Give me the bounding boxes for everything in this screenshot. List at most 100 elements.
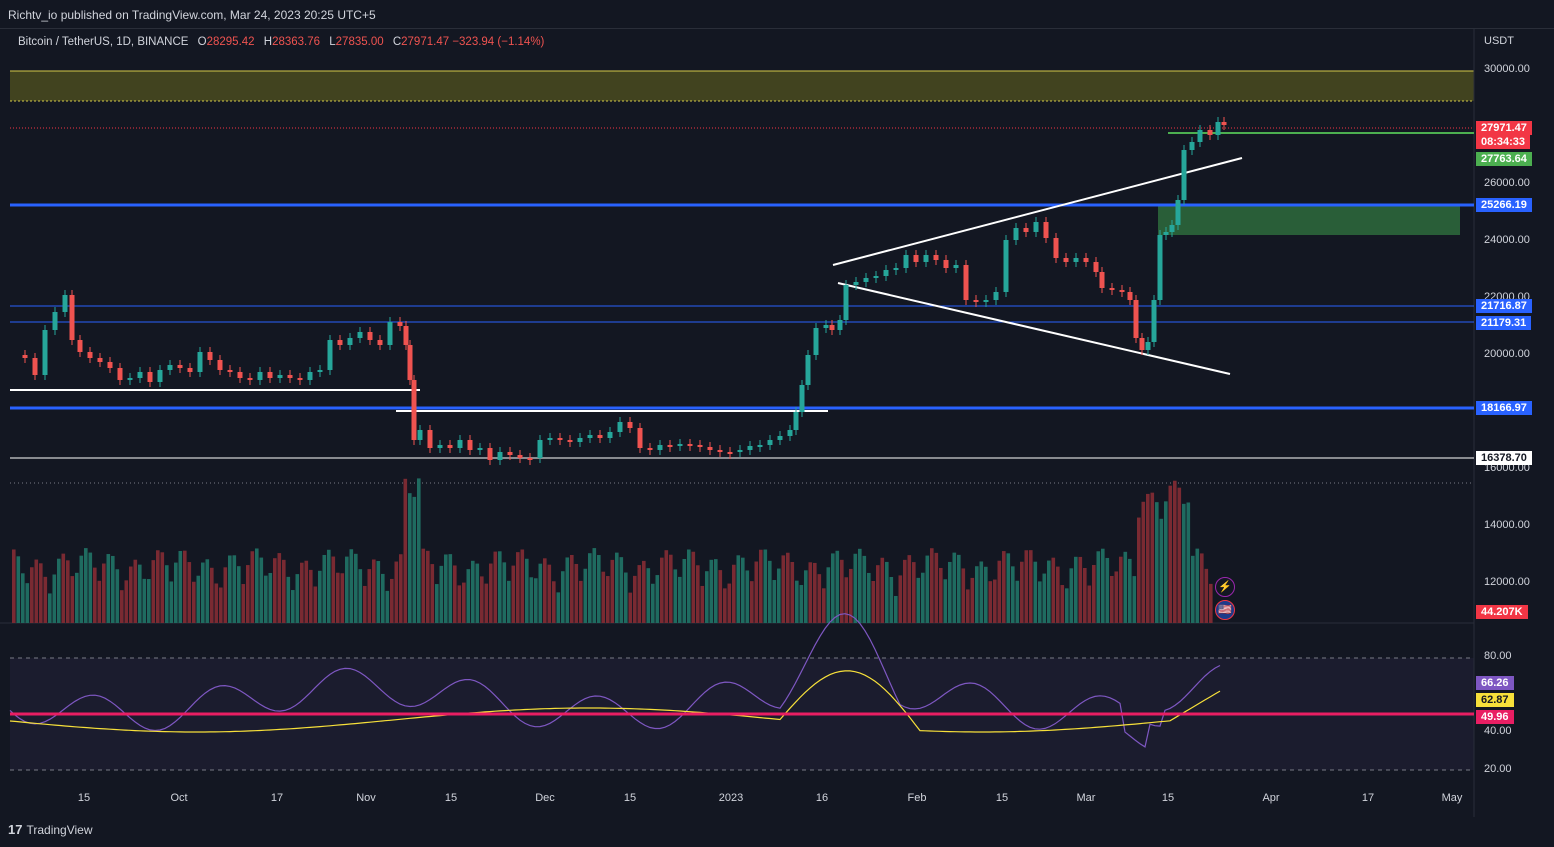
candle — [197, 352, 203, 372]
volume-bar — [277, 553, 282, 623]
volume-bar — [133, 559, 138, 623]
volume-bar — [1146, 493, 1150, 623]
us-flag-icon[interactable]: 🇺🇸 — [1215, 600, 1235, 620]
volume-bar — [966, 589, 970, 623]
candle — [97, 358, 103, 362]
volume-bar — [552, 581, 556, 623]
currency-label[interactable]: USDT — [1484, 35, 1514, 47]
footer-branding[interactable]: 17 TradingView — [8, 822, 93, 837]
volume-bar — [543, 558, 547, 623]
volume-bar — [507, 580, 511, 623]
candle — [547, 438, 553, 440]
candle — [1083, 258, 1089, 262]
candle — [227, 370, 233, 372]
volume-bar — [934, 552, 939, 623]
volume-bar — [957, 554, 961, 623]
volume-bar — [39, 563, 43, 623]
volume-bar — [831, 553, 835, 623]
volume-bar — [160, 552, 165, 623]
candle — [187, 368, 193, 372]
candle — [367, 332, 373, 340]
volume-bar — [268, 572, 273, 623]
volume-bar — [610, 559, 615, 623]
volume-bar — [232, 555, 237, 623]
volume-bar — [1065, 588, 1069, 623]
volume-bar — [79, 555, 84, 623]
volume-bar — [988, 581, 993, 623]
volume-bar — [1200, 553, 1204, 623]
candle — [657, 445, 663, 450]
candle — [267, 372, 273, 378]
candle — [1189, 142, 1195, 150]
candle — [357, 332, 363, 338]
volume-bar — [1128, 558, 1132, 623]
candle — [22, 355, 28, 358]
volume-bar — [511, 565, 516, 623]
close-label: C — [392, 36, 402, 48]
volume-bar — [43, 576, 48, 623]
volume-bar — [709, 559, 714, 623]
candle — [147, 372, 153, 382]
volume-bar — [291, 590, 295, 623]
time-tick: 15 — [1161, 792, 1175, 804]
price-label-tag: 16378.70 — [1476, 451, 1532, 465]
candle — [347, 338, 353, 345]
time-tick: 17 — [1361, 792, 1375, 804]
candle — [127, 378, 133, 380]
time-tick: Apr — [1262, 792, 1280, 804]
rsi-ma-line — [9, 670, 1221, 733]
chart-frame[interactable] — [0, 28, 1554, 818]
volume-bar — [979, 561, 984, 623]
resistance-zone — [10, 71, 1474, 101]
volume-bar — [768, 560, 772, 623]
volume-bar — [651, 583, 655, 623]
volume-bar — [408, 493, 412, 623]
symbol-name[interactable]: Bitcoin / TetherUS, 1D, BINANCE — [18, 36, 189, 48]
candle — [697, 445, 703, 447]
candle — [77, 340, 83, 352]
candle — [457, 440, 463, 448]
candle — [1139, 338, 1145, 350]
candle — [577, 438, 583, 442]
volume-bar — [993, 579, 997, 623]
volume-bar — [241, 584, 246, 623]
volume-bar — [295, 574, 300, 623]
volume-bar — [763, 549, 768, 623]
candle — [1053, 238, 1059, 258]
time-tick: 2023 — [718, 792, 744, 804]
volume-bar — [1137, 517, 1141, 623]
volume-bar — [192, 581, 196, 623]
volume-bar — [498, 551, 502, 623]
candle — [1197, 130, 1203, 142]
price-tick: 24000.00 — [1484, 234, 1530, 246]
volume-bar — [903, 559, 907, 623]
support-zone — [1158, 205, 1460, 235]
volume-bar — [313, 586, 318, 623]
lightning-icon[interactable]: ⚡ — [1215, 577, 1235, 597]
volume-bar — [858, 548, 862, 623]
volume-bar — [304, 560, 309, 623]
volume-bar — [75, 572, 79, 623]
rsi-line — [9, 613, 1221, 748]
candle — [497, 452, 503, 460]
volume-bar — [1074, 556, 1078, 623]
volume-bar — [102, 563, 106, 623]
volume-bar — [385, 590, 390, 623]
price-label-tag: 21716.87 — [1476, 299, 1532, 313]
candle — [823, 325, 829, 328]
volume-bar — [642, 560, 646, 623]
volume-bar — [52, 574, 57, 623]
rsi-tick: 20.00 — [1484, 763, 1512, 775]
volume-bar — [331, 556, 336, 623]
volume-bar — [813, 562, 817, 623]
volume-bar — [534, 578, 538, 623]
volume-bar — [628, 592, 633, 623]
candle — [829, 325, 835, 330]
volume-bar — [124, 580, 129, 623]
volume-bar — [1150, 492, 1155, 623]
volume-bar — [943, 579, 948, 623]
volume-bar — [435, 584, 439, 623]
volume-bar — [142, 578, 147, 623]
volume-bar — [970, 577, 975, 623]
